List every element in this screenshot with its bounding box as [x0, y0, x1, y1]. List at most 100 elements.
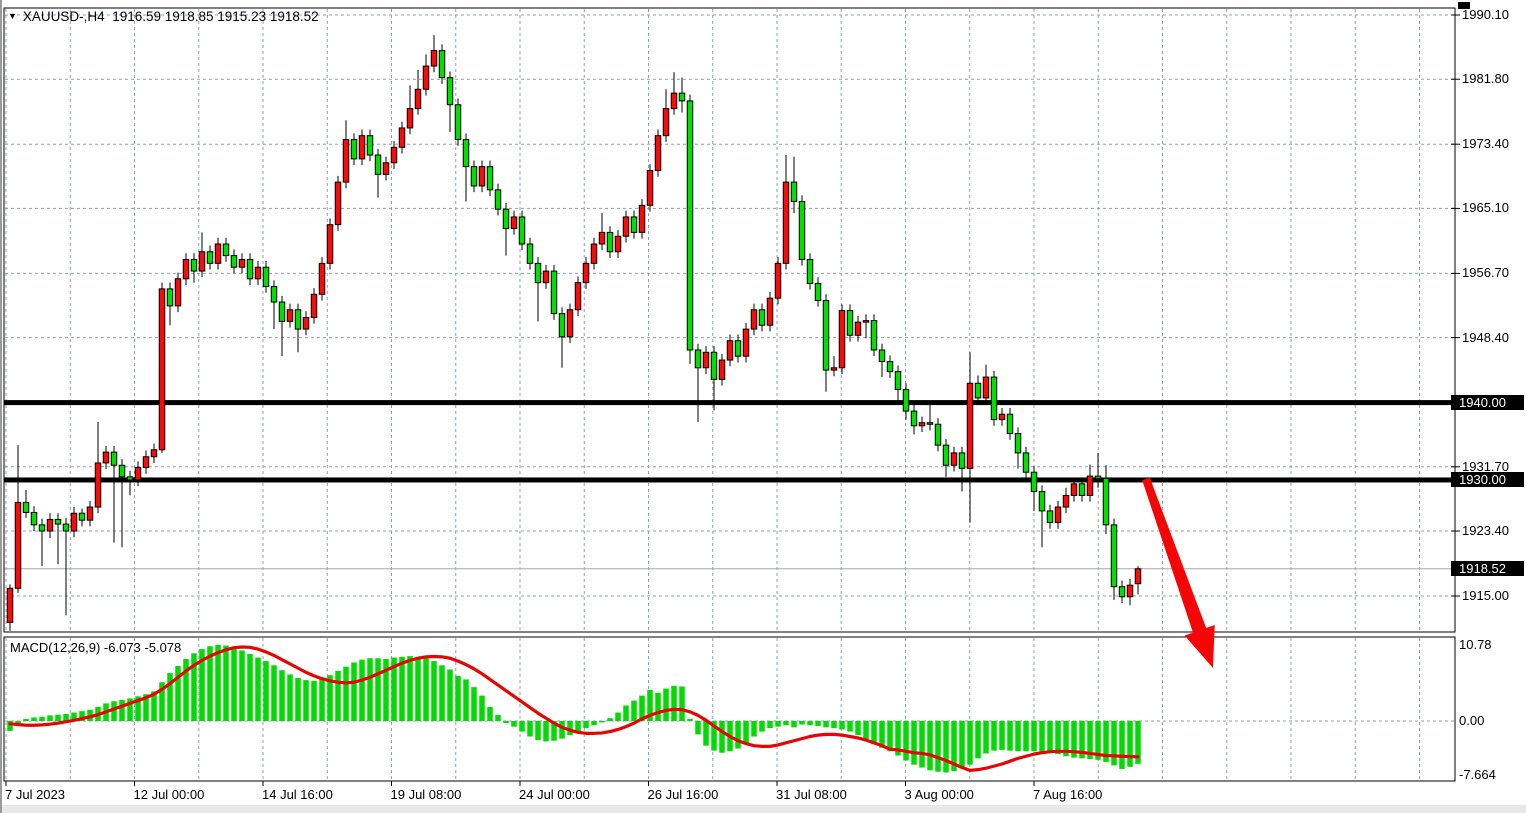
macd-bar: [407, 656, 413, 721]
macd-bar: [751, 721, 757, 737]
macd-bar: [63, 713, 69, 721]
macd-bar: [223, 645, 229, 721]
bear-candle: [246, 258, 254, 280]
macd-bar: [847, 721, 853, 732]
macd-bar: [879, 721, 885, 748]
macd-histogram: [7, 644, 1141, 773]
macd-bar: [759, 721, 765, 732]
macd-bar: [39, 716, 45, 721]
time-axis-label: 3 Aug 00:00: [904, 787, 974, 802]
macd-bar: [999, 721, 1005, 750]
bear-candle: [270, 286, 278, 303]
bear-candle: [1006, 413, 1014, 435]
macd-bar: [23, 718, 29, 721]
bull-candle: [590, 243, 598, 264]
macd-bar: [567, 721, 573, 736]
macd-bar: [807, 721, 813, 726]
bull-candle: [782, 181, 790, 264]
macd-bar: [311, 680, 317, 721]
macd-bar: [239, 650, 245, 721]
bear-candle: [1014, 433, 1022, 454]
bull-candle: [510, 216, 518, 230]
macd-bar: [983, 721, 989, 754]
macd-bar: [511, 721, 517, 727]
bear-candle: [374, 154, 382, 175]
bear-candle: [78, 512, 86, 521]
bear-candle: [990, 376, 998, 421]
time-axis-label: 31 Jul 08:00: [776, 787, 847, 802]
bear-candle: [694, 349, 702, 369]
bear-candle: [350, 139, 358, 160]
support-resistance-line[interactable]: [4, 400, 1455, 406]
macd-bar: [1095, 721, 1101, 760]
macd-bar: [527, 721, 533, 737]
bull-candle: [574, 282, 582, 311]
macd-bar: [1007, 721, 1013, 751]
bull-candle: [646, 170, 654, 206]
bull-candle: [334, 181, 342, 226]
macd-bar: [295, 677, 301, 721]
bear-candle: [222, 243, 230, 257]
price-axis-label: 1915.00: [1462, 588, 1509, 603]
bull-candle: [358, 135, 366, 160]
macd-bar: [415, 656, 421, 721]
macd-bar: [639, 695, 645, 721]
price-axis-label: 1990.10: [1462, 7, 1509, 22]
bear-candle: [62, 523, 70, 532]
macd-bar: [263, 661, 269, 721]
price-axis-label: 1981.80: [1462, 71, 1509, 87]
bull-candle: [238, 258, 246, 268]
bear-candle: [30, 511, 38, 526]
bull-candle: [614, 235, 622, 253]
macd-bar: [7, 721, 13, 731]
chart-title-bar: ▼ XAUUSD-,H4 1916.59 1918.85 1915.23 191…: [8, 9, 319, 24]
bull-candle: [966, 382, 974, 469]
bull-candle: [622, 216, 630, 237]
bull-candle: [1134, 568, 1142, 585]
bear-candle: [710, 351, 718, 380]
macd-bar: [799, 721, 805, 725]
bull-candle: [414, 88, 422, 110]
bear-candle: [678, 92, 686, 102]
price-axis-label: 1965.10: [1462, 200, 1509, 216]
macd-bar: [367, 658, 373, 721]
macd-bar: [503, 721, 509, 724]
price-level-box-label: 1930.00: [1451, 472, 1524, 488]
macd-bar: [1135, 721, 1141, 764]
macd-bar: [647, 689, 653, 721]
bull-candle: [766, 297, 774, 326]
macd-bar: [703, 721, 709, 746]
symbol-dropdown-triangle-icon[interactable]: ▼: [8, 10, 17, 21]
macd-bar: [823, 721, 829, 728]
bull-candle: [862, 320, 870, 323]
macd-bar: [487, 706, 493, 721]
bull-candle: [638, 204, 646, 233]
macd-bar: [1119, 721, 1125, 769]
macd-bar: [383, 658, 389, 721]
bear-candle: [206, 251, 214, 264]
price-level-box-label: 1940.00: [1451, 395, 1524, 411]
bull-candle: [70, 512, 78, 532]
macd-bar: [471, 687, 477, 721]
macd-bar: [1055, 721, 1061, 755]
time-axis-label: 14 Jul 16:00: [262, 787, 333, 802]
bear-candle: [886, 361, 894, 373]
bull-candle: [174, 278, 182, 307]
macd-bar: [927, 721, 933, 771]
macd-bar: [903, 721, 909, 761]
macd-bar: [399, 656, 405, 721]
macd-bar: [599, 721, 605, 723]
bull-candle: [422, 65, 430, 90]
support-resistance-line[interactable]: [4, 477, 1455, 483]
macd-bar: [895, 721, 901, 756]
bull-candle: [182, 258, 190, 280]
macd-bar: [543, 721, 549, 742]
bear-candle: [446, 77, 454, 106]
bear-candle: [166, 288, 174, 307]
macd-bar: [519, 721, 525, 732]
macd-bar: [79, 711, 85, 721]
macd-bar: [583, 721, 589, 729]
macd-bar: [663, 688, 669, 721]
